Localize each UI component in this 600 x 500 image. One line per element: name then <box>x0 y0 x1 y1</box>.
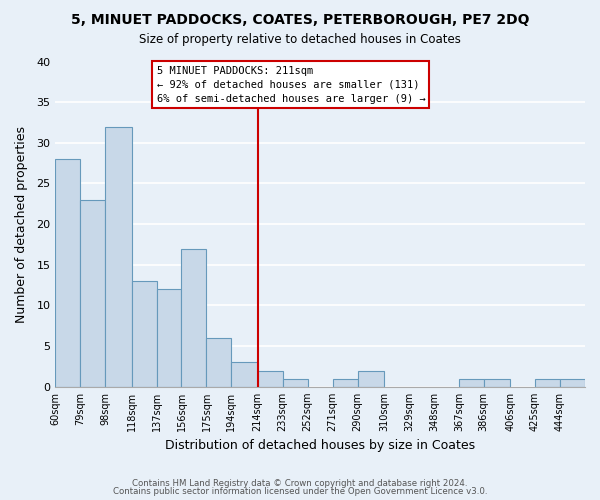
Text: Size of property relative to detached houses in Coates: Size of property relative to detached ho… <box>139 32 461 46</box>
Bar <box>206 338 232 387</box>
Bar <box>283 378 308 387</box>
Y-axis label: Number of detached properties: Number of detached properties <box>15 126 28 322</box>
Bar <box>332 378 358 387</box>
Text: Contains HM Land Registry data © Crown copyright and database right 2024.: Contains HM Land Registry data © Crown c… <box>132 478 468 488</box>
Bar <box>157 289 181 387</box>
Bar <box>535 378 560 387</box>
Bar <box>459 378 484 387</box>
Bar <box>484 378 510 387</box>
Text: Contains public sector information licensed under the Open Government Licence v3: Contains public sector information licen… <box>113 487 487 496</box>
Bar <box>358 370 384 387</box>
Text: 5, MINUET PADDOCKS, COATES, PETERBOROUGH, PE7 2DQ: 5, MINUET PADDOCKS, COATES, PETERBOROUGH… <box>71 12 529 26</box>
Bar <box>55 159 80 387</box>
Bar <box>105 126 131 387</box>
Bar <box>258 370 283 387</box>
Bar <box>131 281 157 387</box>
Bar <box>232 362 258 387</box>
Bar <box>80 200 105 387</box>
Bar <box>181 248 206 387</box>
X-axis label: Distribution of detached houses by size in Coates: Distribution of detached houses by size … <box>165 440 475 452</box>
Bar <box>560 378 585 387</box>
Text: 5 MINUET PADDOCKS: 211sqm
← 92% of detached houses are smaller (131)
6% of semi-: 5 MINUET PADDOCKS: 211sqm ← 92% of detac… <box>157 66 425 104</box>
